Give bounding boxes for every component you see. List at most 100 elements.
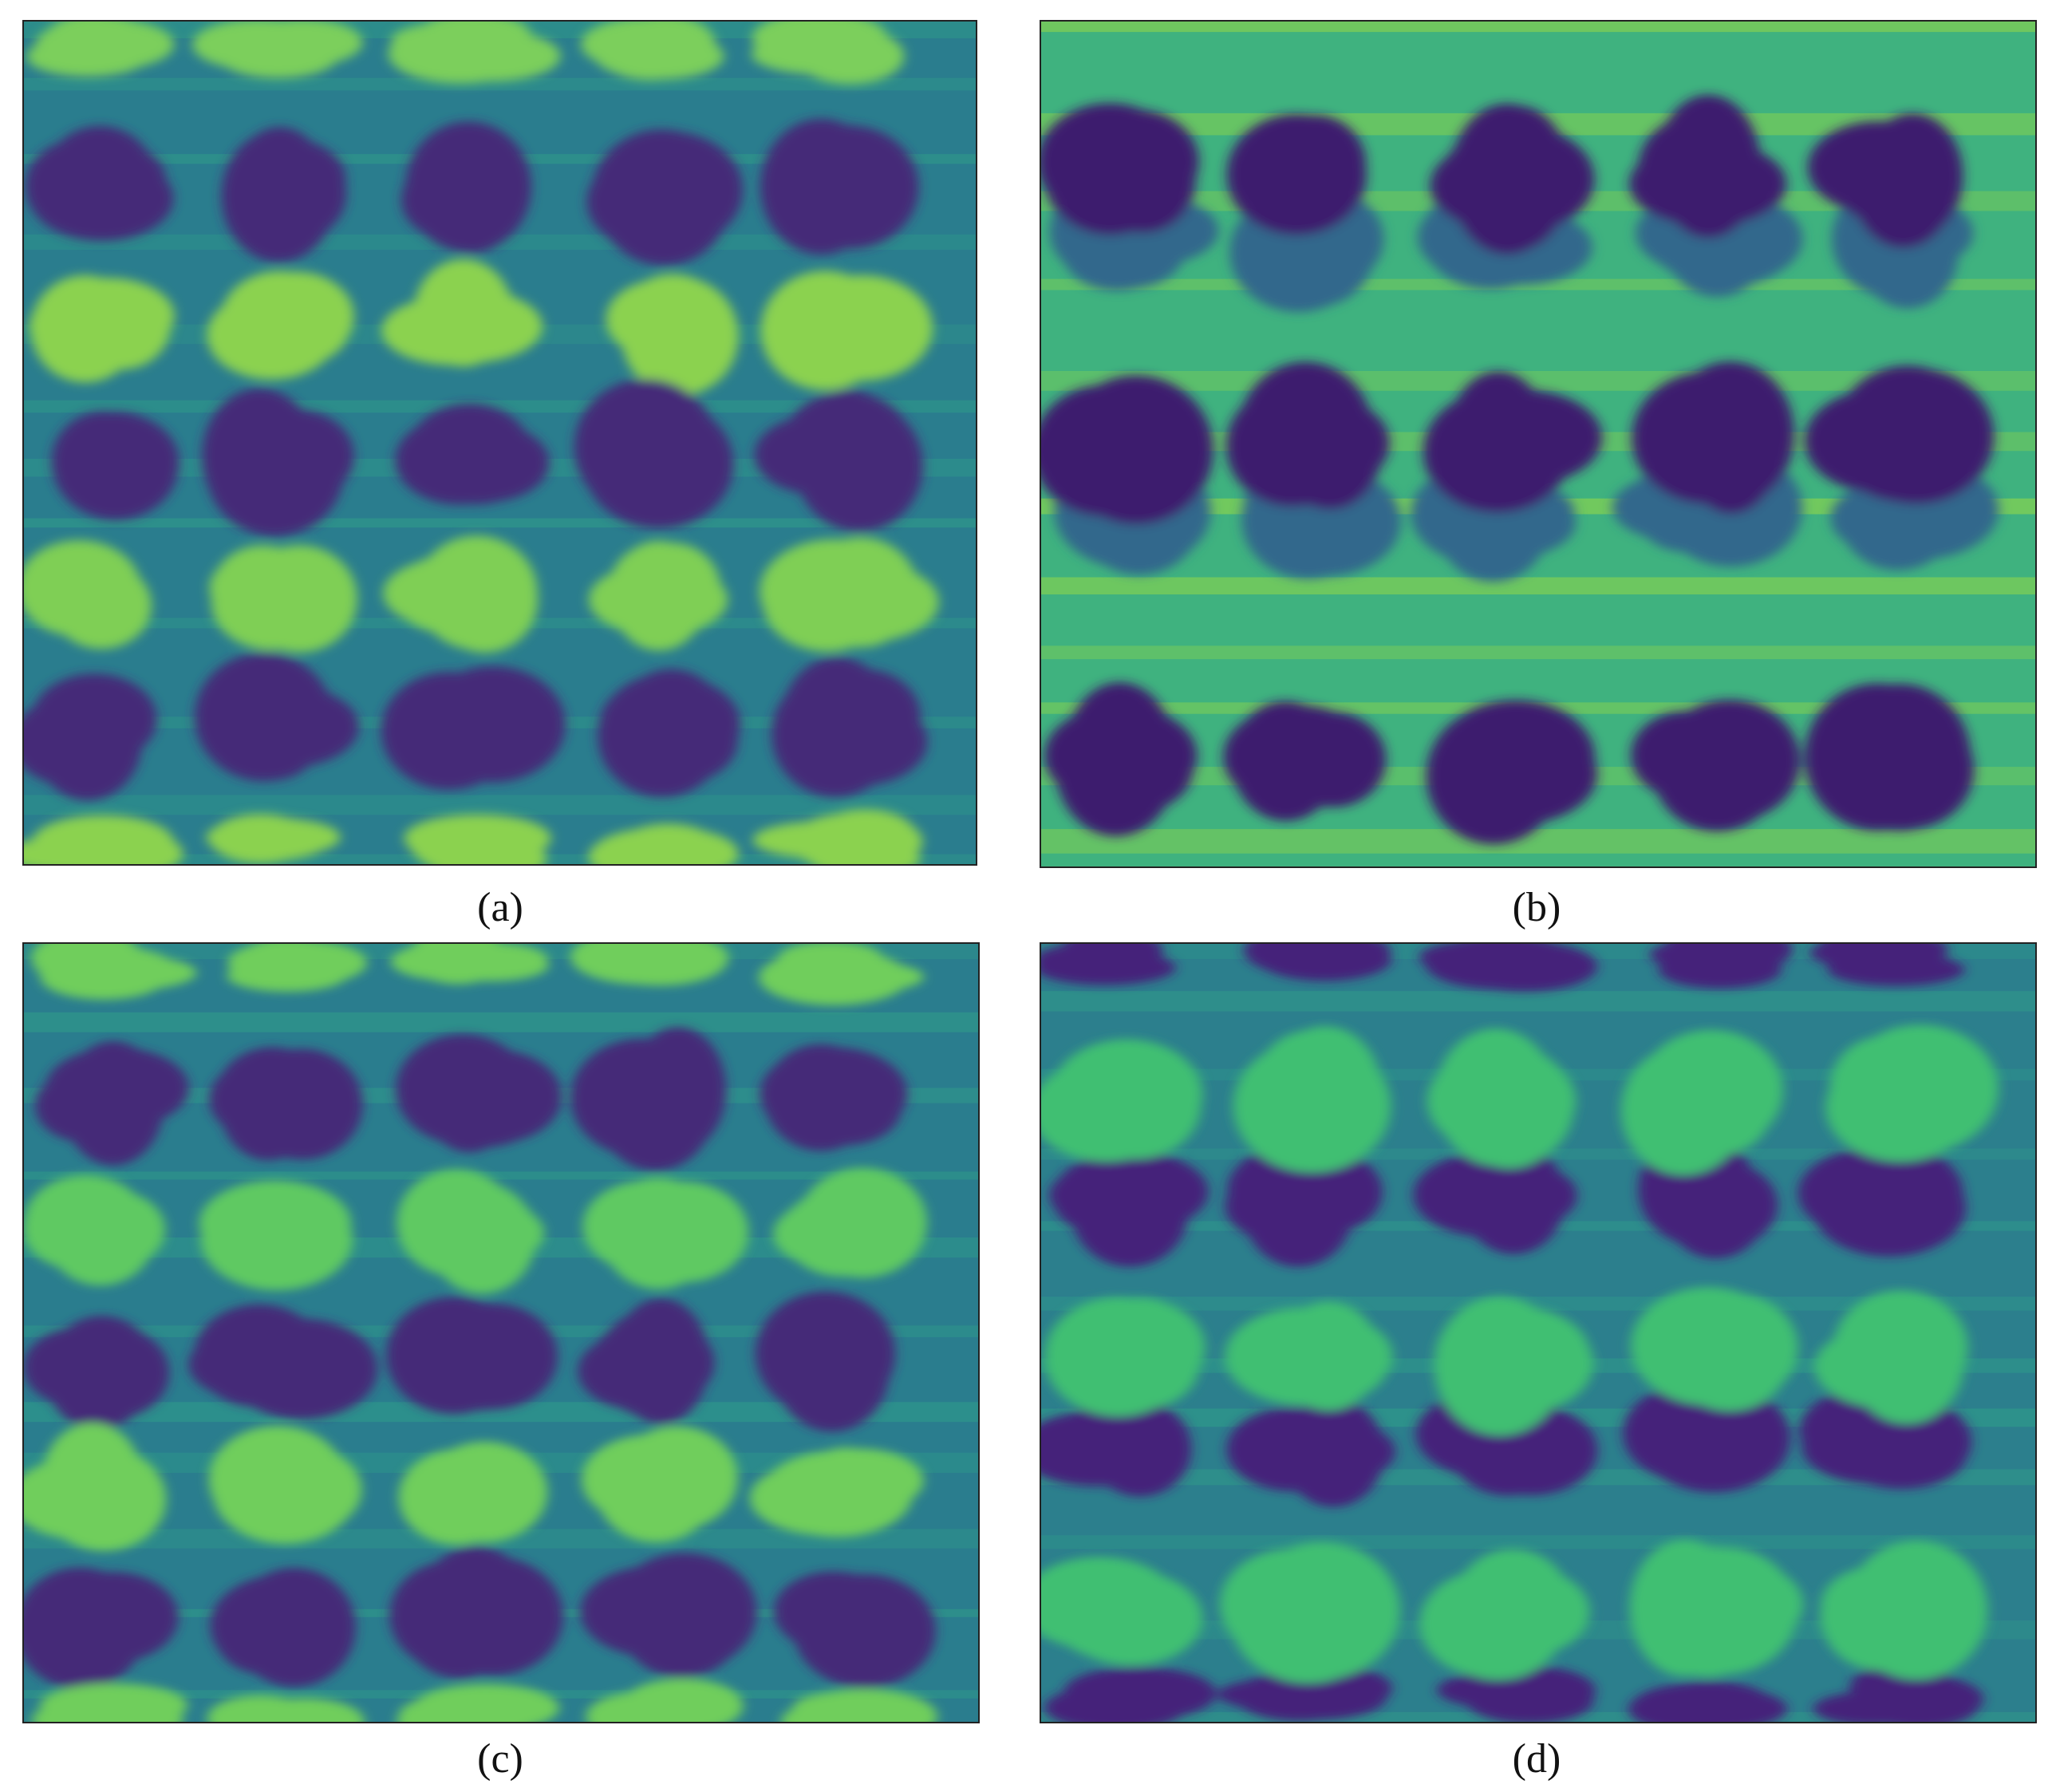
blob [755, 1291, 896, 1416]
blob [1041, 401, 1173, 500]
heatmap [1041, 944, 2035, 1722]
blob [236, 1445, 362, 1534]
blob [1217, 1677, 1372, 1712]
blob [771, 671, 899, 797]
blob [1273, 1561, 1377, 1664]
blob [589, 563, 728, 636]
blob [214, 1699, 332, 1722]
stripe [24, 795, 976, 815]
blob [797, 1447, 896, 1535]
blobs [1041, 944, 1999, 1722]
blob [35, 22, 175, 70]
blob [420, 1189, 538, 1273]
stripe [1041, 645, 2035, 660]
blob [581, 1435, 722, 1525]
blob [409, 828, 509, 864]
blob [227, 944, 368, 986]
blob [1235, 136, 1362, 234]
blob [209, 547, 349, 630]
blob [383, 558, 522, 630]
blob [1829, 1036, 1937, 1142]
blob [1435, 1305, 1590, 1401]
heatmap [24, 944, 978, 1722]
panel-c [22, 942, 980, 1723]
blob [55, 1689, 171, 1722]
blob [1430, 1565, 1565, 1680]
blob [434, 1458, 539, 1531]
blob [426, 1049, 562, 1144]
blob [424, 1557, 564, 1676]
blob [570, 944, 716, 985]
blob [210, 814, 311, 864]
blob [40, 827, 157, 864]
blob [1088, 1401, 1192, 1497]
blob [752, 821, 894, 859]
blob [1658, 951, 1782, 989]
blob [760, 1047, 908, 1141]
caption: (d) [1512, 1736, 1561, 1782]
blob [777, 1580, 927, 1656]
blob [780, 1702, 879, 1722]
stripe [1041, 577, 2035, 595]
blob [776, 22, 877, 53]
blob [1648, 1681, 1771, 1722]
blob [406, 1316, 548, 1411]
blob [45, 954, 197, 991]
blob [1041, 103, 1182, 222]
stripe [24, 518, 976, 528]
blob [24, 1186, 144, 1271]
blob [588, 830, 725, 864]
blob [610, 1686, 731, 1722]
blob [1048, 1557, 1166, 1659]
blob [1423, 390, 1572, 513]
blob [188, 1328, 331, 1402]
blob [798, 1167, 927, 1278]
panel-b [1040, 20, 2037, 868]
blob [413, 423, 538, 505]
blob [1434, 1028, 1557, 1166]
blob [596, 1048, 714, 1171]
blob [28, 543, 132, 629]
blob [788, 961, 925, 993]
blob [1244, 944, 1379, 977]
blob [1667, 1407, 1770, 1482]
blob [421, 123, 524, 254]
blob [210, 1574, 356, 1677]
blob [1265, 1419, 1395, 1483]
stripe [24, 1012, 978, 1032]
blob [590, 1319, 715, 1407]
blob [215, 1047, 329, 1145]
blob [235, 144, 347, 243]
blob [420, 665, 566, 783]
blob [1225, 1307, 1384, 1406]
blob [1277, 393, 1382, 510]
blob [1838, 368, 1995, 505]
heatmap [24, 22, 976, 864]
blob [202, 388, 318, 524]
stripe [1041, 991, 2035, 1012]
blob [780, 274, 884, 381]
blob [1821, 1565, 1936, 1645]
blob [1829, 683, 1971, 831]
blobs [24, 944, 937, 1722]
stripe [24, 77, 976, 91]
blob [30, 274, 140, 383]
blob [24, 1328, 139, 1407]
caption: (c) [477, 1736, 523, 1782]
blob [1231, 712, 1350, 802]
blob [598, 139, 730, 266]
blob [604, 1579, 745, 1659]
caption: (b) [1512, 885, 1561, 930]
blob [1087, 1318, 1200, 1409]
stripe [24, 1171, 978, 1180]
blob [619, 1182, 749, 1283]
blob [217, 32, 339, 78]
blob [1419, 944, 1551, 975]
blob [1818, 1164, 1936, 1248]
blobs [1041, 94, 1999, 845]
blob [381, 296, 526, 365]
blob [397, 1695, 529, 1722]
blob [574, 379, 718, 515]
blob [763, 552, 891, 652]
